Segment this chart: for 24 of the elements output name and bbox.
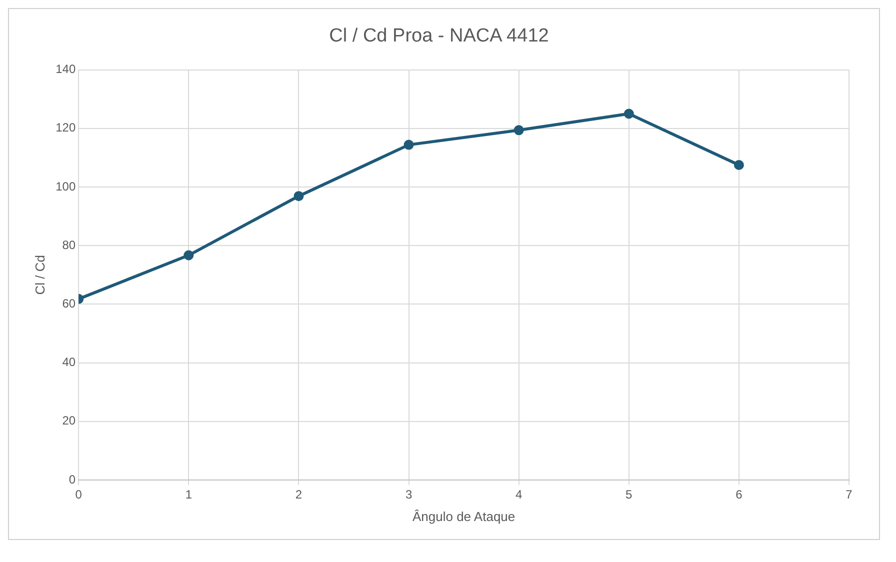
x-tick-label: 2 [295, 488, 302, 502]
point [184, 250, 194, 260]
chart-title: Cl / Cd Proa - NACA 4412 [329, 26, 549, 47]
x-tick-label: 6 [736, 488, 743, 502]
y-tick-label: 80 [62, 238, 76, 252]
y-tick-label: 0 [68, 472, 76, 486]
x-tick-label: 5 [626, 488, 633, 502]
y-tick-label: 40 [62, 355, 76, 370]
y-tick-label: 120 [56, 120, 76, 135]
point [734, 160, 744, 170]
y-tick-label: 100 [56, 179, 76, 194]
y-tick-label: 20 [62, 414, 76, 428]
point [514, 125, 524, 136]
x-tick-label: 4 [515, 488, 522, 502]
x-tick-label: 7 [846, 488, 853, 502]
y-axis-title: Cl / Cd [32, 255, 48, 295]
point [404, 140, 414, 150]
x-tick-label: 3 [405, 488, 412, 502]
y-tick-label: 60 [62, 296, 76, 311]
x-tick-label: 1 [185, 488, 192, 502]
point [624, 108, 634, 119]
point [294, 191, 304, 202]
y-tick-label: 140 [56, 62, 76, 76]
x-axis-title: Ângulo de Ataque [412, 508, 516, 524]
